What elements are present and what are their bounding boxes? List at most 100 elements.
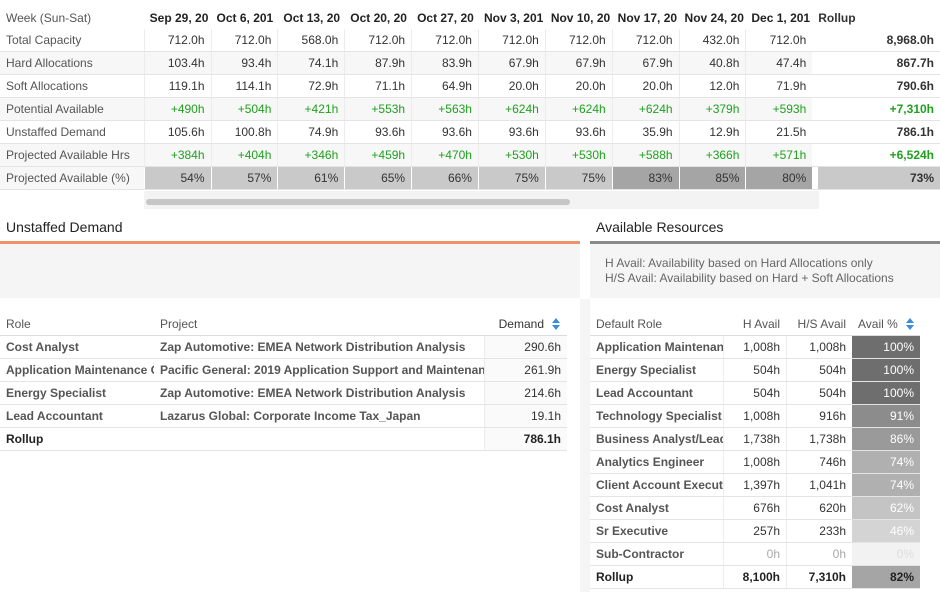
pct-cell[interactable]: 83%: [611, 167, 679, 189]
table-row[interactable]: Energy Specialist Zap Automotive: EMEA Ne…: [0, 382, 567, 405]
pct-cell[interactable]: 54%: [143, 167, 211, 189]
capacity-cell[interactable]: +470h: [411, 144, 478, 166]
capacity-cell[interactable]: 432.0h: [678, 29, 746, 51]
capacity-cell[interactable]: 712.0h: [611, 29, 679, 51]
capacity-cell[interactable]: 87.9h: [344, 52, 412, 74]
capacity-cell[interactable]: 72.9h: [277, 75, 344, 97]
capacity-cell[interactable]: +421h: [277, 98, 345, 120]
pct-cell[interactable]: 75%: [544, 167, 612, 189]
pct-cell[interactable]: 61%: [277, 167, 345, 189]
week-column-header[interactable]: Oct 27, 20: [417, 10, 474, 25]
capacity-cell[interactable]: 712.0h: [344, 29, 411, 51]
week-column-header[interactable]: Nov 24, 20: [684, 10, 744, 25]
capacity-cell[interactable]: +346h: [277, 144, 345, 166]
capacity-cell[interactable]: 93.6h: [477, 121, 545, 143]
pct-cell[interactable]: 65%: [344, 167, 412, 189]
capacity-cell[interactable]: 105.6h: [143, 121, 211, 143]
pct-cell[interactable]: 75%: [477, 167, 545, 189]
capacity-cell[interactable]: 47.4h: [745, 52, 813, 74]
capacity-cell[interactable]: 712.0h: [143, 29, 211, 51]
capacity-cell[interactable]: +504h: [210, 98, 278, 120]
table-row[interactable]: Lead Accountant 504h 504h 100%: [590, 382, 920, 405]
capacity-cell[interactable]: 119.1h: [143, 75, 211, 97]
default-role-column-header[interactable]: Default Role: [596, 317, 663, 331]
capacity-cell[interactable]: 71.9h: [745, 75, 812, 97]
capacity-cell[interactable]: 568.0h: [277, 29, 344, 51]
week-column-header[interactable]: Dec 1, 201: [751, 10, 811, 25]
project-cell[interactable]: Pacific General: 2019 Application Suppor…: [160, 363, 484, 377]
table-row[interactable]: Sub-Contractor 0h 0h 0%: [590, 543, 920, 566]
capacity-cell[interactable]: +490h: [143, 98, 211, 120]
h-avail-column-header[interactable]: H Avail: [742, 317, 780, 331]
sort-icon[interactable]: [905, 318, 914, 330]
project-cell[interactable]: Zap Automotive: EMEA Network Distributio…: [160, 386, 466, 400]
table-row[interactable]: Lead Accountant Lazarus Global: Corporate…: [0, 405, 567, 428]
capacity-cell[interactable]: 93.6h: [411, 121, 478, 143]
capacity-cell[interactable]: 67.9h: [611, 52, 679, 74]
demand-column-header[interactable]: Demand: [484, 313, 567, 335]
sort-icon[interactable]: [552, 318, 561, 330]
role-column-header[interactable]: Role: [6, 317, 31, 331]
table-row[interactable]: Energy Specialist 504h 504h 100%: [590, 359, 920, 382]
capacity-cell[interactable]: 12.0h: [678, 75, 746, 97]
capacity-cell[interactable]: +563h: [411, 98, 478, 120]
scrollbar-thumb[interactable]: [146, 199, 570, 205]
table-row[interactable]: Sr Executive 257h 233h 46%: [590, 520, 920, 543]
capacity-cell[interactable]: 21.5h: [745, 121, 812, 143]
week-column-header[interactable]: Nov 3, 201: [483, 10, 544, 25]
capacity-cell[interactable]: 712.0h: [210, 29, 278, 51]
pct-cell[interactable]: 66%: [411, 167, 478, 189]
capacity-cell[interactable]: +404h: [210, 144, 278, 166]
capacity-cell[interactable]: +571h: [745, 144, 813, 166]
week-column-header[interactable]: Sep 29, 20: [149, 10, 209, 25]
project-cell[interactable]: Lazarus Global: Corporate Income Tax_Jap…: [160, 409, 421, 423]
capacity-cell[interactable]: 712.0h: [745, 29, 812, 51]
capacity-cell[interactable]: 74.9h: [277, 121, 344, 143]
table-row[interactable]: Cost Analyst Zap Automotive: EMEA Network…: [0, 336, 567, 359]
capacity-cell[interactable]: 71.1h: [344, 75, 411, 97]
capacity-cell[interactable]: +366h: [678, 144, 746, 166]
capacity-cell[interactable]: +384h: [143, 144, 211, 166]
capacity-cell[interactable]: +379h: [678, 98, 746, 120]
capacity-cell[interactable]: 712.0h: [544, 29, 612, 51]
week-column-header[interactable]: Nov 17, 20: [617, 10, 678, 25]
capacity-cell[interactable]: 93.4h: [210, 52, 278, 74]
pct-cell[interactable]: 80%: [745, 167, 813, 189]
avail-pct-column-header[interactable]: Avail %: [852, 313, 920, 335]
table-row[interactable]: Application Maintenan 1,008h 1,008h 100%: [590, 336, 920, 359]
capacity-cell[interactable]: 114.1h: [210, 75, 278, 97]
capacity-cell[interactable]: +624h: [544, 98, 612, 120]
table-row[interactable]: Application Maintenance C Pacific General…: [0, 359, 567, 382]
capacity-cell[interactable]: 74.1h: [277, 52, 345, 74]
capacity-cell[interactable]: 35.9h: [611, 121, 679, 143]
week-column-header[interactable]: Nov 10, 20: [550, 10, 611, 25]
capacity-cell[interactable]: 93.6h: [544, 121, 612, 143]
capacity-cell[interactable]: +459h: [344, 144, 412, 166]
capacity-cell[interactable]: +553h: [344, 98, 412, 120]
week-column-header[interactable]: Oct 20, 20: [350, 10, 407, 25]
capacity-cell[interactable]: 12.9h: [678, 121, 746, 143]
capacity-cell[interactable]: 64.9h: [411, 75, 478, 97]
capacity-cell[interactable]: 67.9h: [477, 52, 545, 74]
capacity-cell[interactable]: +593h: [745, 98, 813, 120]
week-column-header[interactable]: Oct 13, 20: [283, 10, 341, 25]
table-row[interactable]: Technology Specialist 1,008h 916h 91%: [590, 405, 920, 428]
project-column-header[interactable]: Project: [160, 317, 198, 331]
capacity-cell[interactable]: 40.8h: [678, 52, 746, 74]
hs-avail-column-header[interactable]: H/S Avail: [797, 317, 846, 331]
pct-cell[interactable]: 85%: [678, 167, 746, 189]
capacity-cell[interactable]: +624h: [477, 98, 545, 120]
capacity-cell[interactable]: 712.0h: [477, 29, 545, 51]
capacity-cell[interactable]: 83.9h: [411, 52, 478, 74]
table-row[interactable]: Analytics Engineer 1,008h 746h 74%: [590, 451, 920, 474]
capacity-cell[interactable]: 100.8h: [210, 121, 278, 143]
horizontal-scrollbar[interactable]: [144, 191, 819, 209]
capacity-cell[interactable]: +624h: [611, 98, 679, 120]
project-cell[interactable]: Zap Automotive: EMEA Network Distributio…: [160, 340, 466, 354]
table-row[interactable]: Client Account Executi 1,397h 1,041h 74%: [590, 474, 920, 497]
capacity-cell[interactable]: 20.0h: [477, 75, 545, 97]
capacity-cell[interactable]: 20.0h: [544, 75, 612, 97]
week-column-header[interactable]: Oct 6, 201: [216, 10, 274, 25]
capacity-cell[interactable]: 103.4h: [143, 52, 211, 74]
capacity-cell[interactable]: 20.0h: [611, 75, 679, 97]
